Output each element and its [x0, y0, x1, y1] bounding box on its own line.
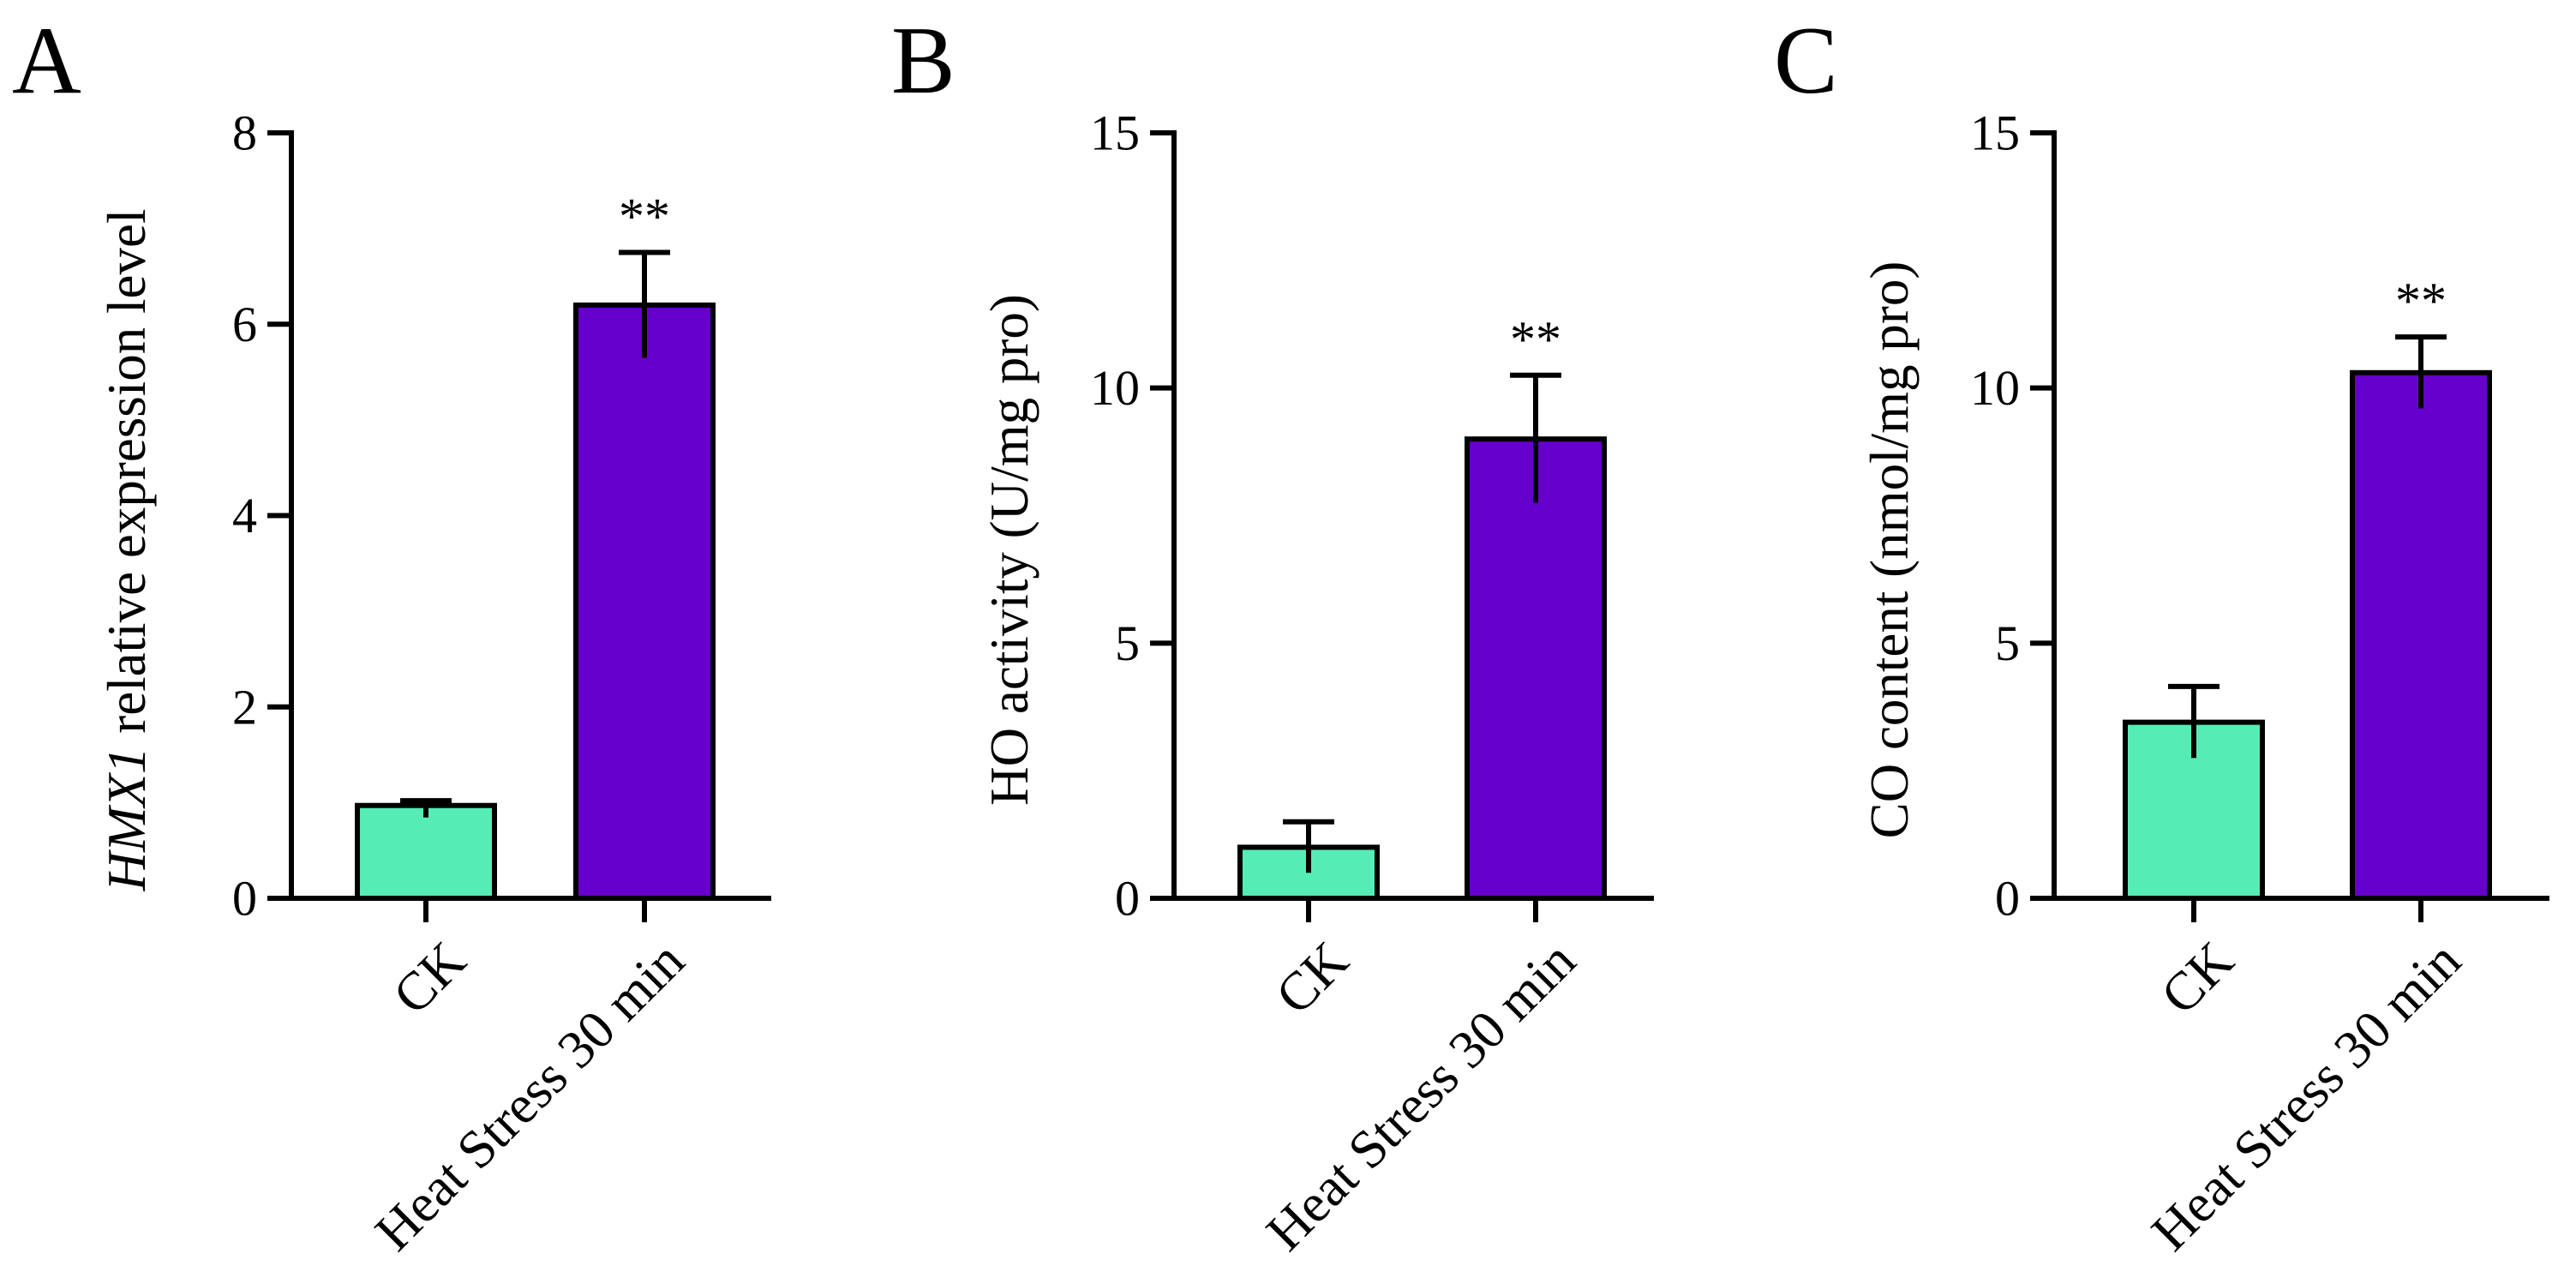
bar-heat-stress [2350, 369, 2492, 902]
y-tick-label: 2 [232, 679, 257, 735]
y-tick-label: 10 [1970, 360, 2020, 416]
y-tick-label: 6 [232, 297, 257, 352]
significance-marker: ** [1510, 311, 1561, 368]
category-label: CK [2149, 930, 2244, 1025]
panel-letter: C [1774, 8, 1838, 114]
panel-letter: A [12, 8, 81, 114]
y-tick-label: 15 [1090, 105, 1140, 161]
y-tick-label: 5 [1115, 615, 1140, 671]
category-label: CK [1264, 930, 1359, 1025]
bar-ck [355, 802, 497, 902]
y-axis-title: HMX1 relative expression level [97, 209, 157, 892]
y-tick-label: 0 [1115, 871, 1140, 927]
significance-marker: ** [619, 189, 670, 245]
y-tick-label: 0 [232, 871, 257, 927]
significance-marker: ** [2395, 273, 2447, 329]
y-axis-title: CO content (nmol/mg pro) [1860, 261, 1920, 839]
y-axis-title-gene: HMX1 [97, 747, 157, 892]
y-axis-title: HO activity (U/mg pro) [979, 294, 1039, 806]
y-tick-label: 8 [232, 105, 257, 161]
y-axis-title-text: relative expression level [97, 209, 157, 747]
y-tick-label: 10 [1090, 360, 1140, 416]
y-tick-label: 15 [1970, 105, 2020, 161]
y-axis-title-text: HO activity (U/mg pro) [979, 294, 1039, 806]
bar-heat-stress [573, 302, 716, 901]
y-tick-label: 0 [1995, 871, 2020, 927]
panel-letter: B [891, 8, 956, 114]
bar-heat-stress [1465, 436, 1607, 901]
y-tick-label: 5 [1995, 615, 2020, 671]
y-axis-title-text: CO content (nmol/mg pro) [1860, 261, 1920, 839]
y-tick-label: 4 [232, 488, 257, 543]
category-label: CK [381, 930, 476, 1025]
